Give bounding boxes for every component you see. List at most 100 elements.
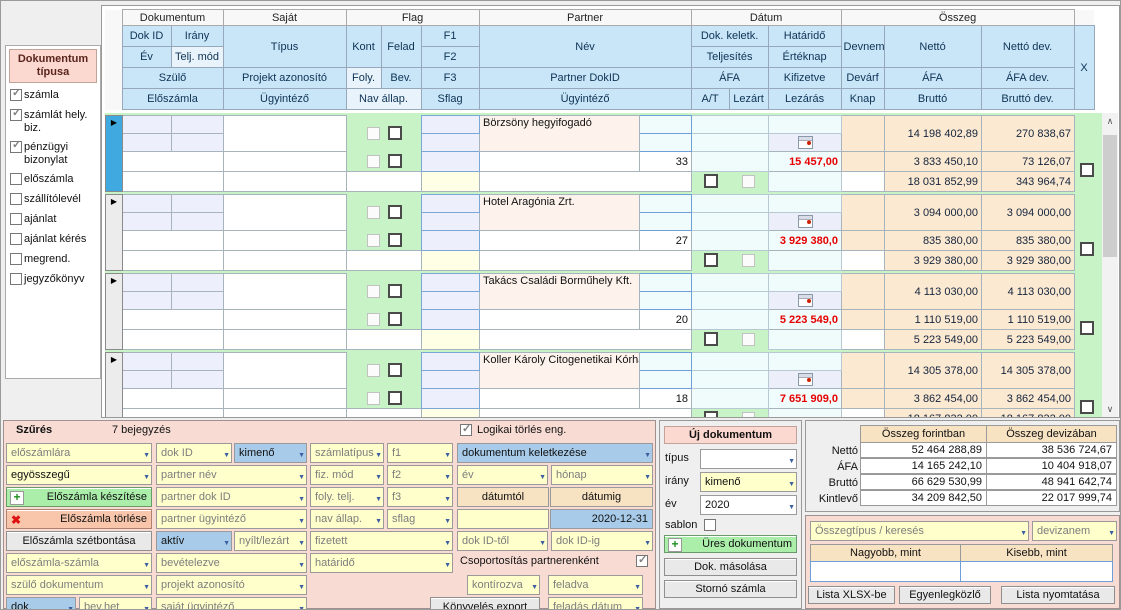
konyveles-export-button[interactable]: Könyvelés export: [430, 597, 540, 609]
cell-ev[interactable]: [122, 133, 172, 152]
cell-afa-date[interactable]: [691, 230, 769, 251]
szamlatipus-dropdown[interactable]: számlatípus ▼: [310, 443, 384, 463]
cell-erteknap[interactable]: [768, 212, 842, 231]
cell-partner-extra[interactable]: [639, 133, 692, 152]
vertical-scrollbar[interactable]: ∧ ∨: [1102, 113, 1118, 417]
cell-nav-allap[interactable]: [346, 171, 422, 192]
cell-partner-extra[interactable]: [639, 273, 692, 292]
eloszamla-szetbontasa-button[interactable]: Előszámla szétbontása: [6, 531, 152, 551]
cell-eloszamla[interactable]: [122, 250, 224, 271]
cell-partner-extra[interactable]: [639, 115, 692, 134]
cell-f1[interactable]: [421, 352, 480, 371]
doc-type-checkbox-eloszamla[interactable]: [10, 173, 22, 185]
lezart-checkbox[interactable]: [742, 411, 756, 417]
at-checkbox[interactable]: [703, 411, 718, 417]
cell-f1[interactable]: [421, 273, 480, 292]
col-devarf[interactable]: Devárf: [840, 67, 885, 89]
felad-checkbox[interactable]: [387, 126, 402, 140]
cell-erteknap[interactable]: [768, 370, 842, 389]
cell-dok-id[interactable]: [122, 194, 172, 213]
cell-ugyintezo[interactable]: [223, 329, 347, 350]
col-ugyintezo[interactable]: Ügyintéző: [222, 88, 347, 110]
felad-checkbox[interactable]: [387, 284, 402, 298]
kont-checkbox[interactable]: [366, 206, 380, 219]
cell-partner-name[interactable]: Hotel Aragónia Zrt.: [479, 194, 640, 231]
cell-dok-keletk[interactable]: [691, 273, 769, 292]
scroll-up-icon[interactable]: ∧: [1106, 116, 1114, 126]
kont-checkbox[interactable]: [366, 127, 380, 140]
sflag-dropdown[interactable]: sflag ▼: [387, 509, 453, 529]
cell-partner-ugyintezo[interactable]: [479, 408, 692, 417]
cell-irany[interactable]: [171, 352, 224, 371]
cell-partner-name[interactable]: Takács Családi Borműhely Kft.: [479, 273, 640, 310]
col-nav-allap[interactable]: Nav állap.: [345, 88, 422, 110]
cell-projekt[interactable]: [223, 230, 347, 251]
cell-partner-name[interactable]: Koller Károly Citogenetikai Kórház: [479, 352, 640, 389]
row-selector[interactable]: ▶: [105, 352, 123, 417]
greater-than-input[interactable]: [810, 561, 961, 582]
cell-dok-keletk[interactable]: [691, 194, 769, 213]
projekt-azonosito-dropdown[interactable]: projekt azonosító ▼: [156, 575, 307, 595]
f3-dropdown[interactable]: f3 ▼: [387, 487, 453, 507]
cell-f3[interactable]: [421, 230, 480, 251]
col-telj-mod[interactable]: Telj. mód: [170, 46, 224, 68]
cell-f2[interactable]: [421, 370, 480, 389]
doc-type-checkbox-ajanlat-keres[interactable]: [10, 233, 22, 245]
doc-type-checkbox-megrend[interactable]: [10, 253, 22, 265]
eloszamla-szamla-dropdown[interactable]: előszámla-számla ▼: [6, 553, 152, 573]
cell-hatarido[interactable]: [768, 115, 842, 134]
cell-dok-keletk[interactable]: [691, 352, 769, 371]
cell-sflag[interactable]: [421, 171, 480, 192]
logical-delete-checkbox[interactable]: [460, 422, 472, 436]
at-checkbox[interactable]: [703, 332, 718, 347]
calendar-icon[interactable]: [797, 215, 813, 228]
less-than-input[interactable]: [960, 561, 1113, 582]
lezart-checkbox[interactable]: [742, 174, 756, 188]
col-partner-dokid[interactable]: Partner DokID: [478, 67, 692, 89]
bev-checkbox[interactable]: [387, 311, 402, 326]
cell-f2[interactable]: [421, 291, 480, 310]
cell-eloszamla[interactable]: [122, 408, 224, 417]
doc-type-checkbox-szallitolevel[interactable]: [10, 193, 22, 205]
szulo-dokumentum-dropdown[interactable]: szülő dokumentum ▼: [6, 575, 152, 595]
col-netto-dev[interactable]: Nettó dev.: [980, 25, 1075, 68]
feladas-datum-dropdown[interactable]: feladás dátum ▼: [548, 597, 643, 609]
record-checkbox[interactable]: [1080, 162, 1095, 177]
doc-type-checkbox-ajanlat[interactable]: [10, 213, 22, 225]
col-lezaras[interactable]: Lezárás: [767, 88, 842, 110]
bevetelezve-dropdown[interactable]: bevételezve ▼: [156, 553, 307, 573]
feladva-dropdown[interactable]: feladva ▼: [548, 575, 643, 595]
fizetett-dropdown[interactable]: fizetett ▼: [310, 531, 453, 551]
dok-dropdown[interactable]: dok. ▼: [6, 597, 76, 609]
cell-ev[interactable]: [122, 291, 172, 310]
lezart-checkbox[interactable]: [742, 332, 756, 346]
cell-afa-date[interactable]: [691, 388, 769, 409]
cell-sflag[interactable]: [421, 329, 480, 350]
f2-dropdown[interactable]: f2 ▼: [387, 465, 453, 485]
honap-dropdown[interactable]: hónap ▼: [551, 465, 653, 485]
date-to-input[interactable]: 2020-12-31: [550, 509, 653, 529]
group-by-partner-checkbox[interactable]: [636, 553, 648, 567]
cell-f1[interactable]: [421, 194, 480, 213]
col-x[interactable]: X: [1073, 25, 1095, 110]
foly-checkbox[interactable]: [366, 391, 380, 405]
hatarido-dropdown[interactable]: határidő ▼: [310, 553, 453, 573]
col-sflag[interactable]: Sflag: [420, 88, 480, 110]
cell-dok-id[interactable]: [122, 115, 172, 134]
ev-dropdown[interactable]: év ▼: [457, 465, 548, 485]
eloszamla-torlese-button[interactable]: ✖ Előszámla törlése: [6, 509, 152, 529]
col-netto[interactable]: Nettó: [883, 25, 982, 68]
scrollbar-thumb[interactable]: [1103, 135, 1117, 257]
cell-teljesites[interactable]: [691, 133, 769, 152]
col-szulo[interactable]: Szülő: [121, 67, 224, 89]
col-projekt-azonosito[interactable]: Projekt azonosító: [222, 67, 347, 89]
record-checkbox[interactable]: [1080, 399, 1095, 414]
cell-partner-ugyintezo[interactable]: [479, 250, 692, 271]
dokid-tol-dropdown[interactable]: dok ID-től ▼: [457, 531, 548, 551]
col-teljesites[interactable]: Teljesítés: [690, 46, 769, 68]
cell-partner-dokid[interactable]: [479, 388, 640, 409]
calendar-icon[interactable]: [797, 136, 813, 149]
cell-irany[interactable]: [171, 115, 224, 134]
cell-partner-extra[interactable]: [639, 194, 692, 213]
cell-eloszamla[interactable]: [122, 171, 224, 192]
